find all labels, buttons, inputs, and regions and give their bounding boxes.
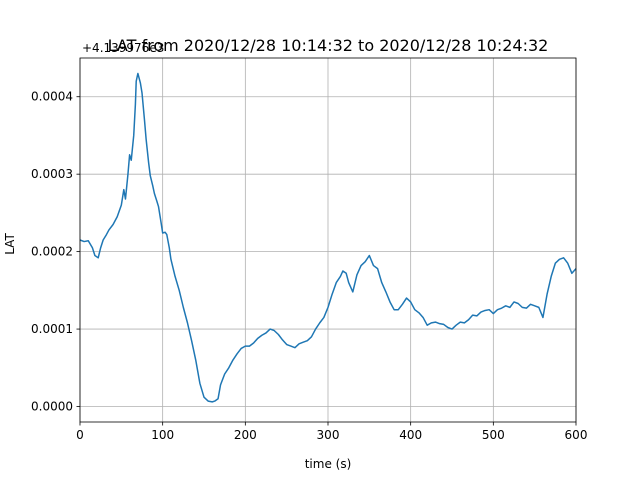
chart-title: LAT from 2020/12/28 10:14:32 to 2020/12/…: [108, 36, 549, 55]
y-tick-label: 0.0002: [31, 245, 73, 259]
x-axis: 0 100 200 300 400 500 600: [76, 422, 587, 442]
x-tick-label: 300: [317, 428, 340, 442]
series-line-0: [79, 72, 577, 403]
x-axis-label: time (s): [305, 457, 352, 471]
x-tick-label: 100: [151, 428, 174, 442]
offset-label: +4.139976e3: [82, 41, 164, 55]
y-tick-label: 0.0004: [31, 90, 73, 104]
grid: [79, 58, 577, 422]
x-tick-label: 500: [482, 428, 505, 442]
y-axis-label: LAT: [3, 233, 17, 255]
x-tick-label: 200: [234, 428, 257, 442]
y-tick-label: 0.0001: [31, 322, 73, 336]
y-tick-label: 0.0003: [31, 167, 73, 181]
y-tick-label: 0.0000: [31, 400, 73, 414]
series-layer: [79, 72, 577, 403]
x-tick-label: 0: [76, 428, 84, 442]
y-axis: 0.0000 0.0001 0.0002 0.0003 0.0004: [31, 90, 80, 414]
x-tick-label: 400: [399, 428, 422, 442]
x-tick-label: 600: [565, 428, 588, 442]
